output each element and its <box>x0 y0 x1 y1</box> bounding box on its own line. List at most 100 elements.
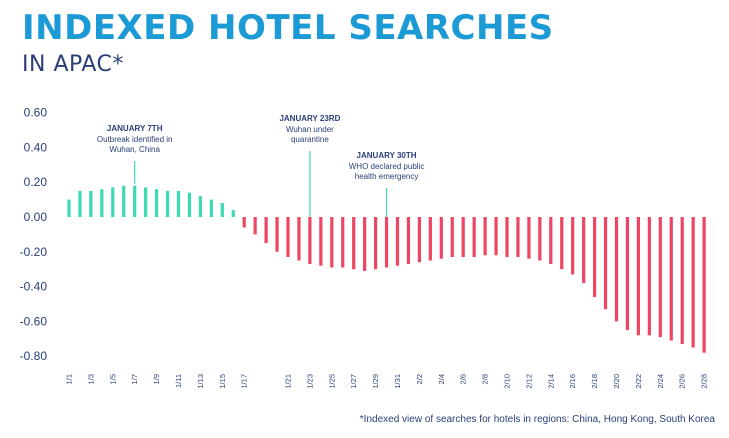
bar <box>231 210 235 217</box>
x-tick-label: 1/21 <box>284 374 293 389</box>
bar <box>439 217 443 259</box>
annotation-text: WHO declared public <box>349 162 425 171</box>
bar <box>319 217 323 266</box>
bar <box>691 217 695 348</box>
bar <box>297 217 301 261</box>
bar <box>363 217 367 271</box>
bar <box>308 217 312 264</box>
annotation-text: quarantine <box>291 135 329 144</box>
bar <box>220 203 224 217</box>
bar <box>198 196 202 217</box>
x-tick-label: 2/24 <box>656 374 665 389</box>
x-tick-label: 2/10 <box>503 374 512 389</box>
x-tick-label: 2/22 <box>634 374 643 389</box>
x-tick-label: 2/16 <box>568 374 577 389</box>
x-tick-label: 1/17 <box>240 374 249 389</box>
bar <box>593 217 597 298</box>
bar <box>560 217 564 270</box>
bar <box>341 217 345 268</box>
x-tick-label: 1/23 <box>305 374 314 389</box>
annotation-title: JANUARY 7TH <box>107 124 163 133</box>
x-tick-label: 1/9 <box>152 374 161 384</box>
bar <box>625 217 630 331</box>
x-tick-label: 1/27 <box>349 374 358 389</box>
x-tick-label: 2/26 <box>678 374 687 389</box>
bar <box>702 217 706 353</box>
bar <box>67 199 71 217</box>
annotation-text: Wuhan, China <box>109 145 160 154</box>
y-tick-label: 0.00 <box>24 210 48 224</box>
bar <box>165 190 170 217</box>
x-tick-label: 2/4 <box>437 374 446 384</box>
x-tick-label: 2/2 <box>415 374 424 384</box>
bar <box>352 217 356 270</box>
bar <box>78 190 82 217</box>
bar <box>264 217 268 244</box>
bar <box>275 217 279 252</box>
bar <box>494 217 498 256</box>
x-tick-label: 1/31 <box>393 374 402 389</box>
bar <box>450 217 454 258</box>
bar <box>384 217 389 268</box>
bar <box>658 217 662 338</box>
bar <box>111 187 115 217</box>
y-tick-label: -0.60 <box>20 314 48 328</box>
bar <box>516 217 520 258</box>
bar <box>636 217 640 336</box>
bar <box>89 190 93 217</box>
bar <box>483 217 487 256</box>
bar <box>100 189 104 217</box>
x-tick-label: 1/15 <box>218 374 227 389</box>
bar <box>571 217 575 275</box>
bar <box>176 190 181 217</box>
bar <box>527 217 531 259</box>
x-tick-label: 1/5 <box>108 374 117 384</box>
x-tick-label: 1/1 <box>65 374 74 384</box>
y-tick-label: 0.20 <box>24 175 48 189</box>
annotation-title: JANUARY 30TH <box>357 151 417 160</box>
x-tick-label: 2/18 <box>590 374 599 389</box>
bar <box>209 199 213 217</box>
x-tick-label: 2/8 <box>481 374 490 384</box>
y-tick-label: -0.20 <box>20 245 48 259</box>
x-tick-label: 1/25 <box>327 374 336 389</box>
x-tick-label: 2/14 <box>546 374 555 389</box>
x-tick-label: 2/12 <box>524 374 533 389</box>
annotation-text: health emergency <box>355 172 419 181</box>
x-tick-label: 1/29 <box>371 374 380 389</box>
bar <box>374 217 378 270</box>
x-tick-label: 1/11 <box>174 374 183 388</box>
bar <box>669 217 673 341</box>
annotation-text: Outbreak identified in <box>97 135 173 144</box>
x-tick-label: 1/3 <box>86 374 95 384</box>
bar <box>133 185 137 217</box>
x-tick-label: 2/6 <box>459 374 468 384</box>
bar <box>417 217 421 263</box>
bar <box>155 189 159 217</box>
y-tick-label: -0.80 <box>20 349 48 363</box>
bar <box>538 217 542 261</box>
bar <box>406 217 411 264</box>
x-tick-label: 1/7 <box>130 374 139 384</box>
bar <box>603 217 608 310</box>
bar <box>680 217 684 345</box>
bar <box>505 217 509 258</box>
bar <box>395 217 400 266</box>
bar <box>614 217 619 322</box>
annotation-title: JANUARY 23RD <box>279 114 340 123</box>
bar <box>253 217 257 235</box>
bar <box>461 217 465 258</box>
bar <box>286 217 290 258</box>
bar <box>549 217 553 264</box>
bar <box>582 217 586 284</box>
bar <box>144 187 148 217</box>
bar <box>187 192 192 217</box>
x-tick-label: 1/13 <box>196 374 205 389</box>
chart-subtitle: IN APAC* <box>22 52 124 77</box>
bar <box>647 217 651 336</box>
chart-title: INDEXED HOTEL SEARCHES <box>22 8 554 48</box>
bar <box>242 217 246 228</box>
footnote: *Indexed view of searches for hotels in … <box>359 414 715 425</box>
bar <box>428 217 432 261</box>
